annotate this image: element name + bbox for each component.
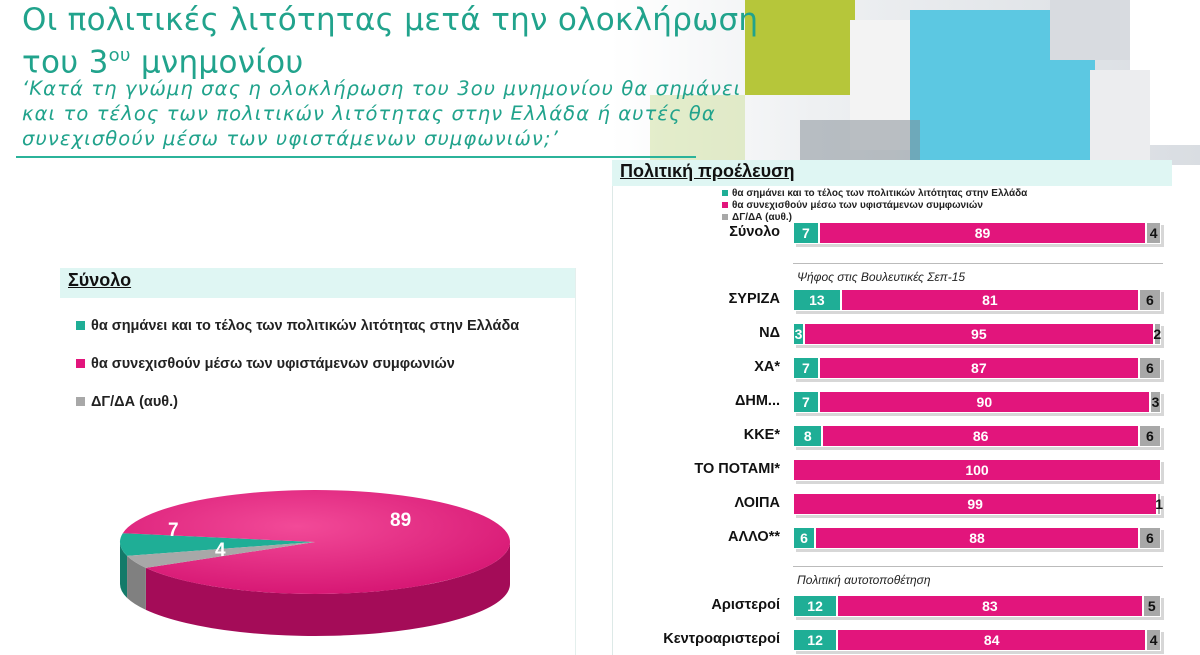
bar-segment: 6 (1138, 289, 1161, 311)
legend-swatch-icon (722, 214, 728, 220)
bar-segment: 99 (793, 493, 1158, 515)
title-line-2: του 3 (22, 44, 109, 81)
group-label-ideology: Πολιτική αυτοτοποθέτηση (797, 573, 931, 587)
group-separator (793, 566, 1163, 567)
pie-legend-item: ΔΓ/ΔΑ (αυθ.) (76, 394, 178, 410)
bar-segment: 90 (818, 391, 1150, 413)
group-separator (793, 263, 1163, 264)
bar-segment: 3 (1149, 391, 1161, 413)
pie-slice-side (127, 555, 146, 610)
pie-title: Σύνολο (68, 270, 132, 290)
pie-legend-item: θα συνεχισθούν μέσω των υφιστάμενων συμφ… (76, 356, 455, 372)
divider (16, 156, 696, 158)
bar-segment: 12 (793, 595, 838, 617)
bar-segment: 7 (793, 222, 819, 244)
bar-segment: 1 (1155, 493, 1163, 515)
bar-segment: 7 (793, 357, 819, 379)
pie-slice (122, 490, 510, 594)
pie-panel-border (575, 268, 576, 655)
bar-segment: 4 (1146, 629, 1161, 651)
pie-panel-header: Σύνολο (60, 268, 576, 298)
pie-data-label: 4 (215, 540, 226, 561)
bar-segment: 6 (1138, 357, 1161, 379)
pie-slice (127, 542, 315, 568)
legend-swatch-icon (76, 397, 85, 406)
page-title: Οι πολιτικές λιτότητας μετά την ολοκλήρω… (22, 2, 758, 80)
pie-slice-side (145, 542, 510, 636)
bar-segment: 87 (818, 357, 1139, 379)
bar-segment: 5 (1142, 595, 1161, 617)
bars-title: Πολιτική προέλευση (620, 161, 795, 181)
bar-row-label: Αριστεροί (711, 597, 780, 613)
bar-row-label: Σύνολο (729, 224, 780, 240)
bar-row-label: ΔΗΜ... (734, 393, 780, 409)
pie-data-label: 7 (168, 520, 179, 541)
legend-swatch-icon (76, 321, 85, 330)
legend-label: θα σημάνει και το τέλος των πολιτικών λι… (91, 318, 520, 334)
bar-row-label: ΛΟΙΠΑ (734, 495, 780, 511)
bar-row-label: ΚΚΕ* (743, 427, 780, 443)
bar-segment: 84 (837, 629, 1147, 651)
bar-segment: 100 (793, 459, 1161, 481)
legend-label: ΔΓ/ΔΑ (αυθ.) (91, 394, 178, 410)
legend-swatch-icon (722, 190, 728, 196)
bar-segment: 83 (837, 595, 1143, 617)
bar-segment: 3 (793, 323, 805, 345)
bar-segment: 7 (793, 391, 819, 413)
title-superscript: ου (108, 45, 131, 66)
bar-row-label: ΑΛΛΟ** (728, 529, 780, 545)
bar-segment: 13 (793, 289, 841, 311)
legend-label: ΔΓ/ΔΑ (αυθ.) (732, 212, 792, 223)
bar-segment: 6 (1138, 527, 1161, 549)
decor-background (610, 0, 1200, 165)
legend-label: θα συνεχισθούν μέσω των υφιστάμενων συμφ… (732, 200, 983, 211)
title-line-1: Οι πολιτικές λιτότητας μετά την ολοκλήρω… (22, 2, 759, 38)
bar-segment: 81 (840, 289, 1139, 311)
pie-slice (120, 533, 315, 556)
bar-segment: 12 (793, 629, 838, 651)
legend-swatch-icon (722, 202, 728, 208)
bar-row-label: ΣΥΡΙΖΑ (728, 291, 780, 307)
legend-label: θα σημάνει και το τέλος των πολιτικών λι… (732, 188, 1028, 199)
bars-legend-item: ΔΓ/ΔΑ (αυθ.) (722, 212, 792, 223)
bar-row-label: ΧΑ* (754, 359, 780, 375)
bar-row-label: ΤΟ ΠΟΤΑΜΙ* (694, 461, 780, 477)
bars-legend-item: θα σημάνει και το τέλος των πολιτικών λι… (722, 188, 1027, 199)
bar-segment: 95 (804, 323, 1154, 345)
pie-chart: 7 89 4 (120, 490, 510, 636)
bars-panel-border (612, 186, 613, 655)
bar-row-label: Κεντροαριστεροί (663, 631, 780, 647)
bar-segment: 89 (818, 222, 1147, 244)
pie-legend-item: θα σημάνει και το τέλος των πολιτικών λι… (76, 318, 519, 334)
bar-segment: 2 (1153, 323, 1161, 345)
bar-segment: 6 (793, 527, 816, 549)
legend-label: θα συνεχισθούν μέσω των υφιστάμενων συμφ… (91, 356, 455, 372)
bar-segment: 86 (822, 425, 1139, 447)
bar-segment: 6 (1138, 425, 1161, 447)
group-label-vote: Ψήφος στις Βουλευτικές Σεπ-15 (797, 270, 966, 284)
title-line-2-end: μνημονίου (130, 44, 304, 81)
bar-row-label: ΝΔ (759, 325, 780, 341)
bar-segment: 88 (815, 527, 1139, 549)
bar-segment: 8 (793, 425, 823, 447)
bars-legend-item: θα συνεχισθούν μέσω των υφιστάμενων συμφ… (722, 200, 983, 211)
pie-slice-side (120, 542, 128, 598)
legend-swatch-icon (76, 359, 85, 368)
question-subtitle: ‘Κατά τη γνώμη σας η ολοκλήρωση του 3ου … (22, 77, 742, 150)
bars-panel-header: Πολιτική προέλευση (612, 160, 1172, 186)
bar-segment: 4 (1146, 222, 1161, 244)
pie-data-label: 89 (390, 510, 411, 531)
